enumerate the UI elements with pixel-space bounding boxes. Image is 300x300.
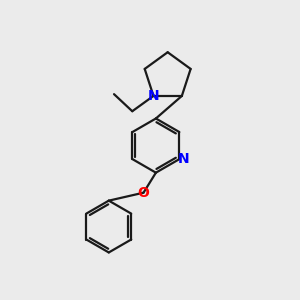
Text: N: N	[177, 152, 189, 166]
Text: O: O	[138, 186, 149, 200]
Text: N: N	[148, 89, 159, 103]
